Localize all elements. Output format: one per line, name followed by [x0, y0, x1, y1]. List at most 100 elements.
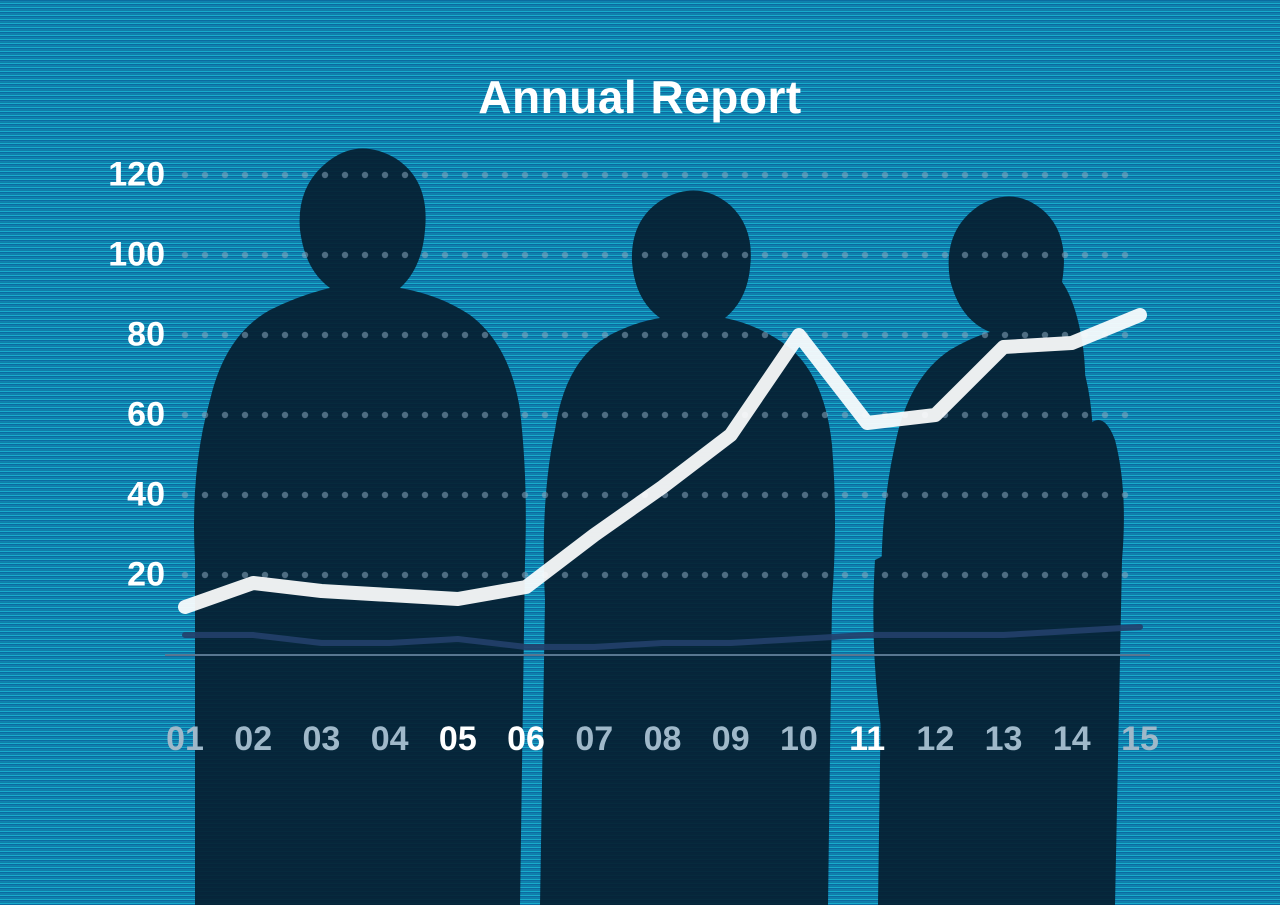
gridline-dot [942, 492, 948, 498]
gridline-dot [1042, 412, 1048, 418]
y-tick-label: 40 [85, 476, 165, 515]
gridline-dot [782, 252, 788, 258]
y-tick-label: 100 [85, 236, 165, 275]
gridline-dot [202, 252, 208, 258]
gridline-dot [422, 492, 428, 498]
gridline-dot [642, 572, 648, 578]
gridline-dot [622, 412, 628, 418]
gridline-dot [322, 332, 328, 338]
gridline-dot [542, 252, 548, 258]
x-tick-label: 06 [507, 720, 545, 759]
line-series-main [185, 315, 1140, 607]
gridline-dot [722, 492, 728, 498]
gridline-dot [782, 492, 788, 498]
gridline-dot [1022, 492, 1028, 498]
gridline-dot [202, 332, 208, 338]
gridline-dot [402, 172, 408, 178]
gridline-dot [202, 572, 208, 578]
gridline-dot [622, 252, 628, 258]
gridline-dot [802, 172, 808, 178]
gridline-dot [622, 332, 628, 338]
x-tick-label: 05 [439, 720, 477, 759]
gridline-dot [622, 572, 628, 578]
gridline-dot [922, 172, 928, 178]
gridline-dot [782, 172, 788, 178]
x-tick-label: 03 [303, 720, 341, 759]
gridline-dot [1042, 572, 1048, 578]
gridline-dot [782, 412, 788, 418]
gridline-dot [902, 332, 908, 338]
gridline-dot [462, 332, 468, 338]
gridline-dot [302, 492, 308, 498]
gridline-dot [502, 492, 508, 498]
gridline-dot [262, 172, 268, 178]
gridline-dot [1082, 172, 1088, 178]
gridline-dot [722, 412, 728, 418]
gridline-dot [782, 572, 788, 578]
gridline-dot [462, 172, 468, 178]
gridline-dot [222, 252, 228, 258]
gridline-dot [662, 252, 668, 258]
gridline-dot [942, 172, 948, 178]
gridline-dot [982, 332, 988, 338]
gridline-dot [1082, 412, 1088, 418]
gridline-dot [402, 572, 408, 578]
gridline-dot [862, 332, 868, 338]
gridline-dot [382, 572, 388, 578]
gridline-dot [1102, 572, 1108, 578]
gridline-dot [982, 412, 988, 418]
gridline-dot [762, 332, 768, 338]
gridline-dot [682, 172, 688, 178]
y-tick-label: 80 [85, 316, 165, 355]
gridline-dot [242, 572, 248, 578]
gridline-dot [582, 332, 588, 338]
gridline-dot [602, 572, 608, 578]
gridline-dot [662, 412, 668, 418]
gridline-dot [382, 332, 388, 338]
gridline-dot [642, 412, 648, 418]
x-tick-label: 14 [1053, 720, 1091, 759]
gridline-dot [1002, 492, 1008, 498]
gridline-dot [1002, 572, 1008, 578]
gridline-dot [522, 492, 528, 498]
gridline-dot [362, 252, 368, 258]
gridline-dot [182, 252, 188, 258]
gridline-dot [722, 572, 728, 578]
gridline-dot [222, 172, 228, 178]
x-tick-label: 11 [849, 720, 885, 759]
gridline-dot [622, 492, 628, 498]
gridline-dot [342, 572, 348, 578]
gridline-dot [382, 172, 388, 178]
gridline-dot [362, 412, 368, 418]
gridline-dot [1122, 572, 1128, 578]
gridline-dot [282, 332, 288, 338]
gridline-dot [842, 252, 848, 258]
gridline-dot [702, 412, 708, 418]
gridline-dot [242, 332, 248, 338]
x-tick-label: 07 [575, 720, 613, 759]
gridline-dot [1082, 492, 1088, 498]
gridline-dot [842, 332, 848, 338]
gridline-dot [182, 492, 188, 498]
gridline-dot [702, 492, 708, 498]
gridline-dot [982, 252, 988, 258]
gridline-dot [1122, 412, 1128, 418]
gridline-dot [942, 252, 948, 258]
gridline-dot [822, 412, 828, 418]
gridline-dot [962, 172, 968, 178]
gridline-dot [482, 332, 488, 338]
gridline-dot [962, 332, 968, 338]
gridline-dot [182, 332, 188, 338]
gridline-dot [702, 172, 708, 178]
gridline-dot [422, 172, 428, 178]
gridline-dot [842, 492, 848, 498]
gridline-dot [942, 332, 948, 338]
gridline-dot [322, 492, 328, 498]
gridline-dot [742, 492, 748, 498]
gridline-dot [242, 172, 248, 178]
gridline-dot [402, 252, 408, 258]
gridline-dot [222, 572, 228, 578]
gridline-dot [882, 572, 888, 578]
gridline-dot [722, 252, 728, 258]
gridline-dot [922, 252, 928, 258]
